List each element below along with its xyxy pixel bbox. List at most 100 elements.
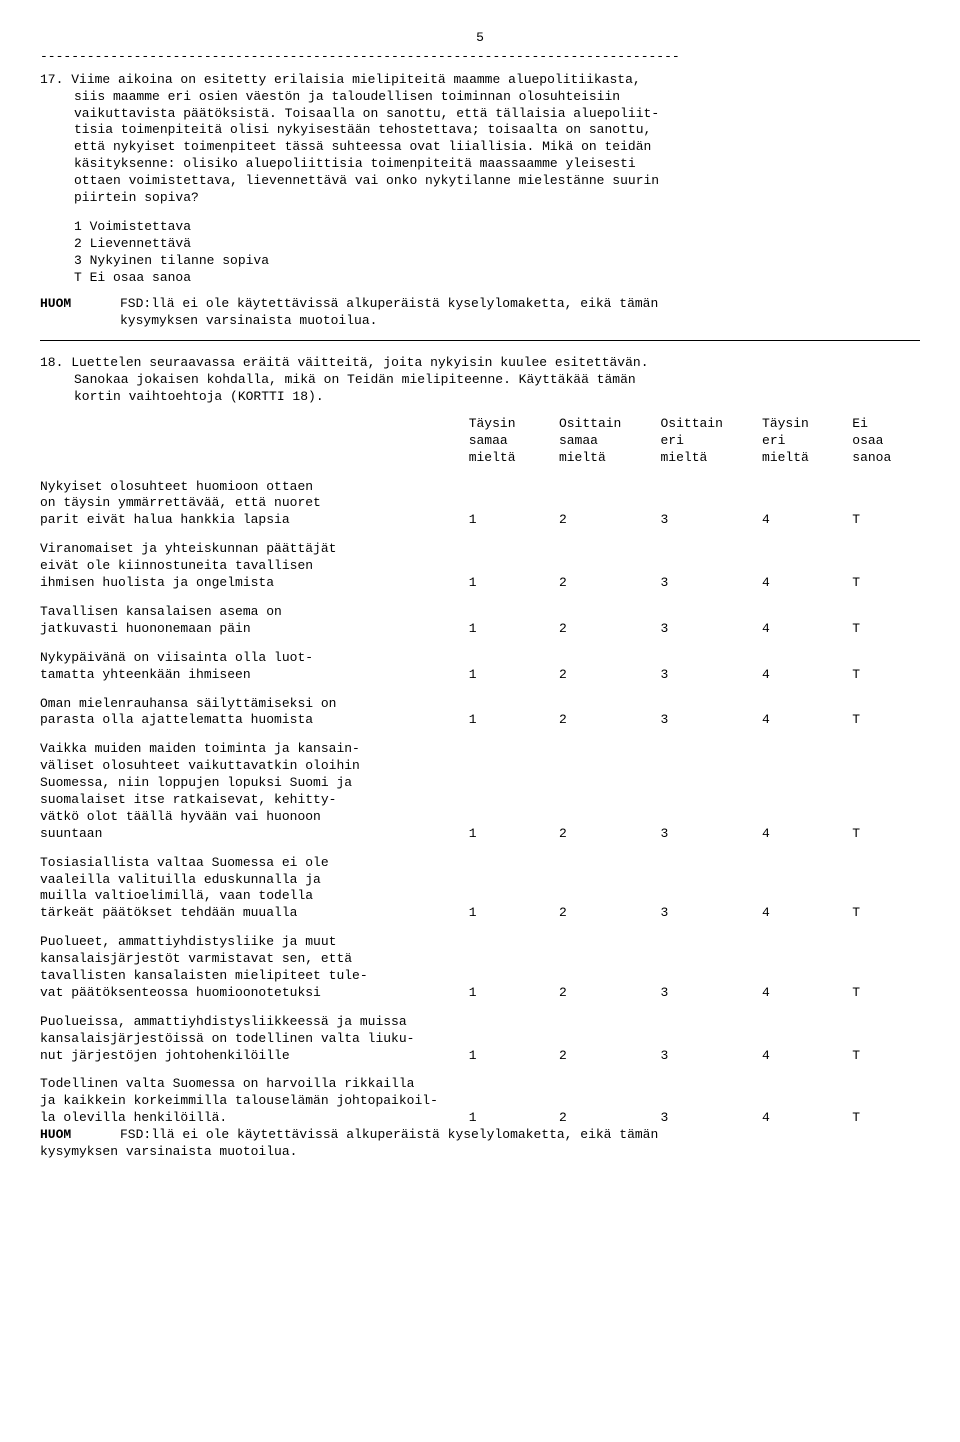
item-text: tärkeät päätökset tehdään muualla	[40, 905, 469, 922]
cell-value[interactable]: 3	[660, 512, 762, 529]
q17-line: Toisaalla on sanottu, että tällaisia alu…	[285, 106, 659, 121]
cell-value[interactable]: 3	[660, 826, 762, 843]
item-text: Puolueissa, ammattiyhdistysliikkeessä ja…	[40, 1014, 920, 1031]
cell-value[interactable]: 1	[469, 667, 559, 684]
table-row: ihmisen huolista ja ongelmista 1 2 3 4 T	[40, 575, 920, 592]
q17-option: 2 Lievennettävä	[40, 236, 920, 253]
item-text: nut järjestöjen johtohenkilöille	[40, 1048, 469, 1065]
cell-value[interactable]: 4	[762, 905, 852, 922]
item-text: Viranomaiset ja yhteiskunnan päättäjät	[40, 541, 920, 558]
item-text: ihmisen huolista ja ongelmista	[40, 575, 469, 592]
cell-value[interactable]: 4	[762, 621, 852, 638]
cell-value[interactable]: T	[852, 712, 920, 729]
cell-value[interactable]: T	[852, 667, 920, 684]
cell-value[interactable]: 2	[559, 826, 661, 843]
cell-value[interactable]: 4	[762, 826, 852, 843]
cell-value[interactable]: 2	[559, 905, 661, 922]
cell-value[interactable]: 3	[660, 905, 762, 922]
cell-value[interactable]: 4	[762, 712, 852, 729]
item-text: kansalaisjärjestöt varmistavat sen, että	[40, 951, 920, 968]
item-text: eivät ole kiinnostuneita tavallisen	[40, 558, 920, 575]
q17-line: tisia toimenpiteitä olisi nykyisestään t…	[40, 122, 920, 139]
cell-value[interactable]: 1	[469, 512, 559, 529]
separator-line	[40, 340, 920, 341]
cell-value[interactable]: 2	[559, 1048, 661, 1065]
cell-value[interactable]: 2	[559, 985, 661, 1002]
cell-value[interactable]: 3	[660, 575, 762, 592]
cell-value[interactable]: 3	[660, 985, 762, 1002]
cell-value[interactable]: 4	[762, 575, 852, 592]
col-header: eri	[762, 433, 852, 450]
cell-value[interactable]: T	[852, 905, 920, 922]
col-header: samaa	[559, 433, 661, 450]
table-header-row: Täysin Osittain Osittain Täysin Ei	[40, 416, 920, 433]
cell-value[interactable]: 4	[762, 985, 852, 1002]
huom-label: HUOM	[40, 296, 71, 311]
cell-value[interactable]: 2	[559, 712, 661, 729]
cell-value[interactable]: 2	[559, 667, 661, 684]
item-text: Nykyiset olosuhteet huomioon ottaen	[40, 479, 920, 496]
cell-value[interactable]: 1	[469, 826, 559, 843]
item-text: vätkö olot täällä hyvään vai huonoon	[40, 809, 920, 826]
cell-value[interactable]: 1	[469, 985, 559, 1002]
cell-value[interactable]: 1	[469, 1110, 559, 1127]
question-18: 18. Luettelen seuraavassa eräitä väittei…	[40, 355, 920, 406]
cell-value[interactable]: 3	[660, 1110, 762, 1127]
cell-value[interactable]: 4	[762, 667, 852, 684]
item-text: Vaikka muiden maiden toiminta ja kansain…	[40, 741, 920, 758]
cell-value[interactable]: 1	[469, 1048, 559, 1065]
cell-value[interactable]: 4	[762, 1048, 852, 1065]
item-text: kansalaisjärjestöissä on todellinen valt…	[40, 1031, 920, 1048]
item-text: Puolueet, ammattiyhdistysliike ja muut	[40, 934, 920, 951]
col-header: sanoa	[852, 450, 920, 467]
cell-value[interactable]: T	[852, 1110, 920, 1127]
cell-value[interactable]: 4	[762, 512, 852, 529]
q18-line: kortin vaihtoehtoja (KORTTI 18).	[40, 389, 920, 406]
cell-value[interactable]: 1	[469, 712, 559, 729]
cell-value[interactable]: 3	[660, 1048, 762, 1065]
item-text: vat päätöksenteossa huomioonotetuksi	[40, 985, 469, 1002]
cell-value[interactable]: 3	[660, 667, 762, 684]
likert-table: Täysin Osittain Osittain Täysin Ei samaa…	[40, 416, 920, 1127]
table-header-row: samaa samaa eri eri osaa	[40, 433, 920, 450]
cell-value[interactable]: 2	[559, 621, 661, 638]
table-row: parasta olla ajattelematta huomista 1 2 …	[40, 712, 920, 729]
cell-value[interactable]: 2	[559, 1110, 661, 1127]
cell-value[interactable]: 2	[559, 575, 661, 592]
col-header: eri	[660, 433, 762, 450]
cell-value[interactable]: T	[852, 575, 920, 592]
item-text: Tosiasiallista valtaa Suomessa ei ole	[40, 855, 920, 872]
item-text: väliset olosuhteet vaikuttavatkin oloihi…	[40, 758, 920, 775]
cell-value[interactable]: 3	[660, 712, 762, 729]
q18-num: 18.	[40, 355, 63, 370]
q18-line: Sanokaa jokaisen kohdalla, mikä on Teidä…	[40, 372, 920, 389]
huom-block-bottom: HUOM FSD:llä ei ole käytettävissä alkupe…	[40, 1127, 920, 1161]
item-text: on täysin ymmärrettävää, että nuoret	[40, 495, 920, 512]
cell-value[interactable]: T	[852, 1048, 920, 1065]
col-header: mieltä	[660, 450, 762, 467]
cell-value[interactable]: T	[852, 826, 920, 843]
q17-line: vaikuttavista päätöksistä.	[74, 106, 277, 121]
item-text: parit eivät halua hankkia lapsia	[40, 512, 469, 529]
col-header: Täysin	[762, 416, 852, 433]
table-row: tamatta yhteenkään ihmiseen 1 2 3 4 T	[40, 667, 920, 684]
cell-value[interactable]: T	[852, 985, 920, 1002]
cell-value[interactable]: 3	[660, 621, 762, 638]
cell-value[interactable]: 4	[762, 1110, 852, 1127]
huom-text: FSD:llä ei ole käytettävissä alkuperäist…	[120, 1127, 920, 1144]
q17-line: piirtein sopiva?	[40, 190, 920, 207]
col-header: Osittain	[559, 416, 661, 433]
cell-value[interactable]: 1	[469, 621, 559, 638]
table-row: suuntaan 1 2 3 4 T	[40, 826, 920, 843]
cell-value[interactable]: T	[852, 512, 920, 529]
item-text: jatkuvasti huononemaan päin	[40, 621, 469, 638]
cell-value[interactable]: 2	[559, 512, 661, 529]
col-header: Täysin	[469, 416, 559, 433]
item-text: Suomessa, niin loppujen lopuksi Suomi ja	[40, 775, 920, 792]
cell-value[interactable]: 1	[469, 575, 559, 592]
huom-text: kysymyksen varsinaista muotoilua.	[120, 313, 920, 330]
cell-value[interactable]: T	[852, 621, 920, 638]
q17-line: Viime aikoina on esitetty erilaisia miel…	[71, 72, 641, 87]
cell-value[interactable]: 1	[469, 905, 559, 922]
table-row: parit eivät halua hankkia lapsia 1 2 3 4…	[40, 512, 920, 529]
